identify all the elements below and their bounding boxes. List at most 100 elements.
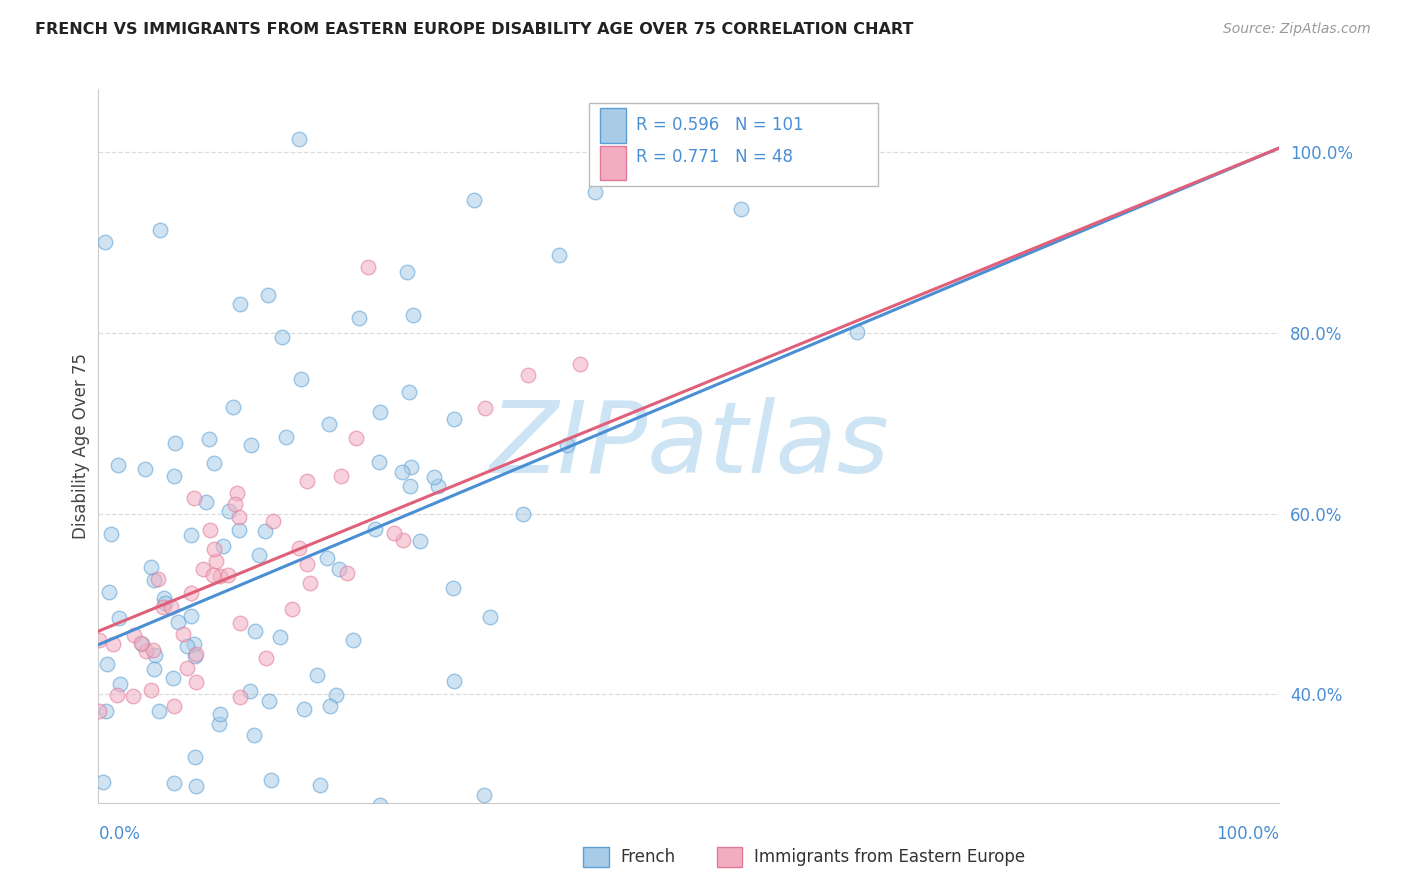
Point: [142, 573, 165, 587]
Point: [257, 288, 280, 302]
Point: [186, 675, 208, 690]
Point: [93, 774, 115, 789]
Point: [176, 639, 198, 653]
Point: [398, 479, 420, 493]
Point: [344, 431, 367, 445]
Point: [547, 247, 569, 261]
Point: [193, 562, 215, 576]
Point: [122, 628, 145, 642]
Point: [146, 573, 169, 587]
Point: [281, 601, 304, 615]
Point: [93, 822, 115, 837]
Point: [107, 688, 129, 702]
Point: [243, 624, 266, 638]
Point: [254, 650, 277, 665]
Point: [292, 702, 315, 716]
Point: [141, 822, 163, 837]
FancyBboxPatch shape: [589, 103, 877, 186]
Point: [229, 297, 252, 311]
Point: [155, 822, 177, 837]
Point: [163, 435, 186, 450]
Point: [382, 526, 405, 541]
Point: [152, 591, 174, 605]
Point: [167, 615, 190, 629]
Point: [336, 566, 359, 580]
Text: R = 0.771   N = 48: R = 0.771 N = 48: [636, 148, 793, 167]
Point: [347, 310, 370, 325]
Point: [135, 644, 157, 658]
Point: [398, 384, 420, 399]
Point: [474, 401, 496, 416]
Point: [98, 584, 121, 599]
Point: [187, 822, 209, 837]
Point: [198, 432, 221, 446]
Point: [328, 561, 350, 575]
Point: [202, 456, 225, 470]
Point: [441, 581, 464, 595]
Point: [401, 460, 423, 475]
Point: [217, 568, 239, 582]
Point: [139, 683, 162, 698]
Point: [443, 412, 465, 426]
Point: [276, 430, 298, 444]
Point: [427, 479, 450, 493]
Point: [229, 690, 252, 705]
Point: [209, 569, 232, 583]
Point: [342, 632, 364, 647]
Point: [260, 773, 283, 788]
Point: [270, 329, 292, 343]
Text: FRENCH VS IMMIGRANTS FROM EASTERN EUROPE DISABILITY AGE OVER 75 CORRELATION CHAR: FRENCH VS IMMIGRANTS FROM EASTERN EUROPE…: [35, 22, 914, 37]
Point: [307, 668, 329, 682]
Point: [142, 661, 165, 675]
Point: [367, 455, 389, 469]
Point: [172, 626, 194, 640]
Point: [162, 698, 184, 713]
Point: [129, 636, 152, 650]
Point: [318, 699, 340, 714]
Point: [257, 694, 280, 708]
Point: [423, 470, 446, 484]
Point: [288, 132, 311, 146]
Point: [87, 704, 110, 718]
Point: [396, 265, 419, 279]
Point: [118, 822, 141, 837]
Point: [152, 599, 174, 614]
Point: [94, 704, 117, 718]
Point: [142, 643, 165, 657]
Point: [205, 554, 228, 568]
Point: [297, 475, 319, 489]
Point: [391, 465, 413, 479]
Point: [218, 503, 240, 517]
Point: [228, 523, 250, 537]
Point: [239, 683, 262, 698]
Point: [247, 549, 270, 563]
Point: [243, 728, 266, 742]
Point: [479, 609, 502, 624]
Point: [512, 507, 534, 521]
Point: [468, 822, 491, 837]
Point: [184, 647, 207, 661]
Point: [295, 557, 318, 571]
Point: [569, 357, 592, 371]
Text: R = 0.596   N = 101: R = 0.596 N = 101: [636, 116, 803, 135]
Y-axis label: Disability Age Over 75: Disability Age Over 75: [72, 353, 90, 539]
Point: [107, 611, 129, 625]
Point: [202, 541, 225, 556]
Point: [222, 401, 245, 415]
Point: [121, 689, 143, 703]
Point: [159, 600, 181, 615]
Point: [149, 223, 172, 237]
Point: [357, 260, 380, 275]
Text: Immigrants from Eastern Europe: Immigrants from Eastern Europe: [754, 848, 1025, 866]
Point: [134, 462, 156, 476]
Point: [108, 676, 131, 690]
Point: [139, 559, 162, 574]
Point: [131, 637, 153, 651]
Point: [94, 814, 117, 829]
Point: [309, 778, 332, 792]
Point: [224, 497, 246, 511]
Point: [94, 235, 117, 250]
Point: [162, 671, 184, 685]
FancyBboxPatch shape: [600, 109, 626, 143]
Point: [472, 789, 495, 803]
